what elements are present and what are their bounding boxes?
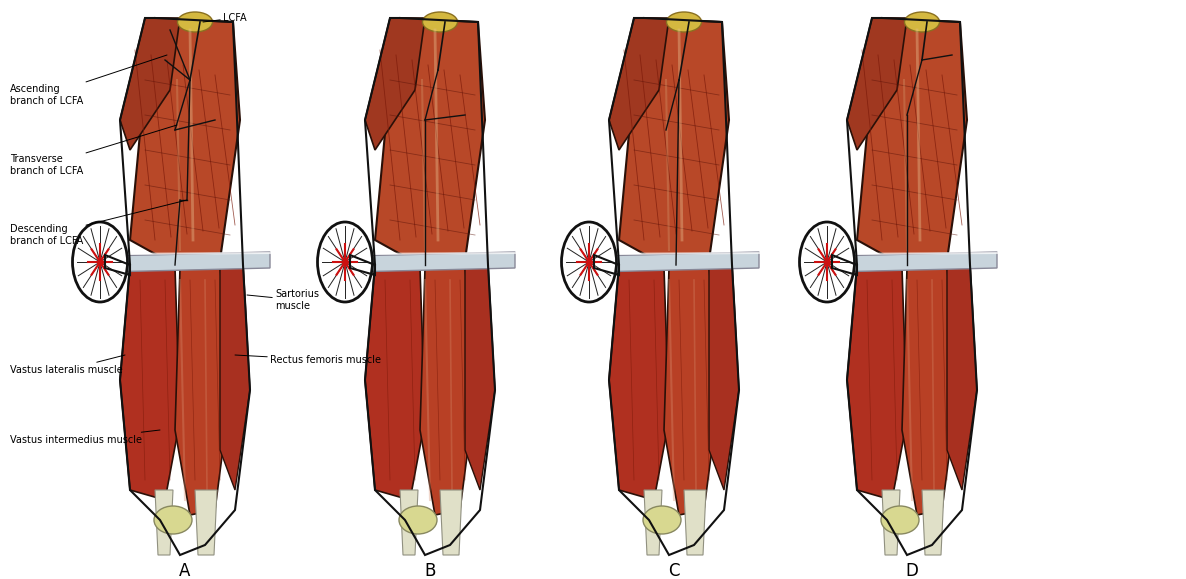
Polygon shape: [684, 490, 706, 555]
Polygon shape: [619, 18, 729, 265]
Text: Transverse
branch of LCFA: Transverse branch of LCFA: [9, 125, 177, 176]
Ellipse shape: [422, 12, 458, 32]
Ellipse shape: [398, 506, 436, 534]
Polygon shape: [847, 265, 907, 500]
Text: Sartorius
muscle: Sartorius muscle: [247, 289, 319, 311]
Polygon shape: [219, 260, 250, 490]
Polygon shape: [465, 260, 495, 490]
Polygon shape: [176, 265, 230, 515]
Ellipse shape: [318, 222, 372, 302]
Polygon shape: [608, 18, 669, 150]
Text: B: B: [425, 562, 435, 579]
Text: Rectus femoris muscle: Rectus femoris muscle: [235, 355, 381, 365]
Text: A: A: [179, 562, 191, 579]
Polygon shape: [709, 260, 739, 490]
Polygon shape: [857, 18, 967, 265]
Polygon shape: [130, 18, 240, 265]
Ellipse shape: [799, 222, 854, 302]
Ellipse shape: [72, 222, 128, 302]
Polygon shape: [400, 490, 417, 555]
Polygon shape: [350, 252, 515, 272]
Polygon shape: [903, 265, 957, 515]
Ellipse shape: [881, 506, 919, 534]
Polygon shape: [882, 490, 900, 555]
Ellipse shape: [905, 12, 939, 32]
Polygon shape: [420, 265, 476, 515]
Text: D: D: [906, 562, 918, 579]
Text: Vastus lateralis muscle: Vastus lateralis muscle: [9, 355, 125, 375]
Text: Ascending
branch of LCFA: Ascending branch of LCFA: [9, 55, 167, 106]
Polygon shape: [644, 490, 662, 555]
Polygon shape: [847, 18, 907, 150]
Ellipse shape: [561, 222, 617, 302]
Polygon shape: [946, 260, 977, 490]
Ellipse shape: [154, 506, 192, 534]
Polygon shape: [833, 252, 997, 272]
Polygon shape: [365, 18, 425, 150]
Polygon shape: [922, 490, 944, 555]
Polygon shape: [608, 265, 669, 500]
Text: Descending
branch of LCFA: Descending branch of LCFA: [9, 200, 187, 246]
Polygon shape: [594, 252, 759, 272]
Polygon shape: [375, 18, 485, 265]
Polygon shape: [155, 490, 173, 555]
Polygon shape: [664, 265, 719, 515]
Polygon shape: [120, 18, 180, 150]
Ellipse shape: [643, 506, 681, 534]
Polygon shape: [365, 265, 425, 500]
Text: C: C: [668, 562, 680, 579]
Polygon shape: [195, 490, 217, 555]
Text: LCFA: LCFA: [203, 13, 247, 23]
Polygon shape: [440, 490, 463, 555]
Text: Vastus intermedius muscle: Vastus intermedius muscle: [9, 430, 160, 445]
Polygon shape: [120, 265, 180, 500]
Polygon shape: [106, 252, 270, 272]
Ellipse shape: [667, 12, 701, 32]
Ellipse shape: [178, 12, 212, 32]
